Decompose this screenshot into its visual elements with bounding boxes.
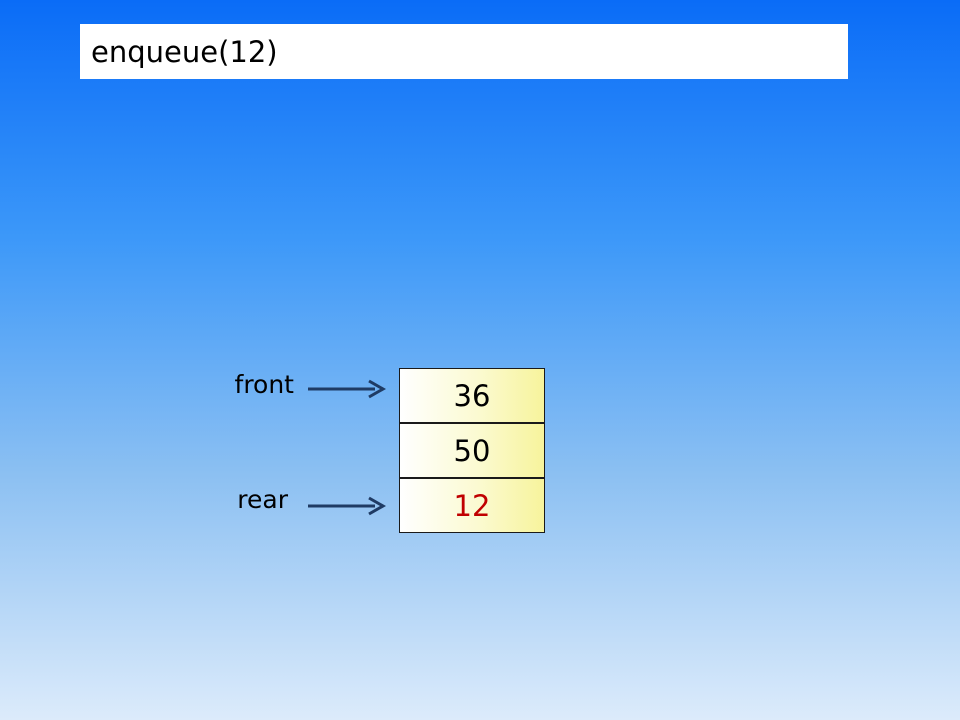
operation-title: enqueue(12) [80,24,848,79]
rear-arrow [308,496,387,516]
front-arrow [308,379,387,399]
queue-cell-value: 36 [453,378,491,413]
queue-container: 36 50 12 [399,368,545,533]
rear-pointer-label: rear [237,485,288,514]
front-pointer-label: front [234,370,294,399]
queue-cell-value: 50 [453,433,491,468]
queue-cell-2: 12 [399,478,545,533]
queue-cell-value: 12 [453,488,491,523]
queue-cell-1: 50 [399,423,545,478]
operation-title-text: enqueue(12) [91,34,278,69]
queue-cell-0: 36 [399,368,545,423]
